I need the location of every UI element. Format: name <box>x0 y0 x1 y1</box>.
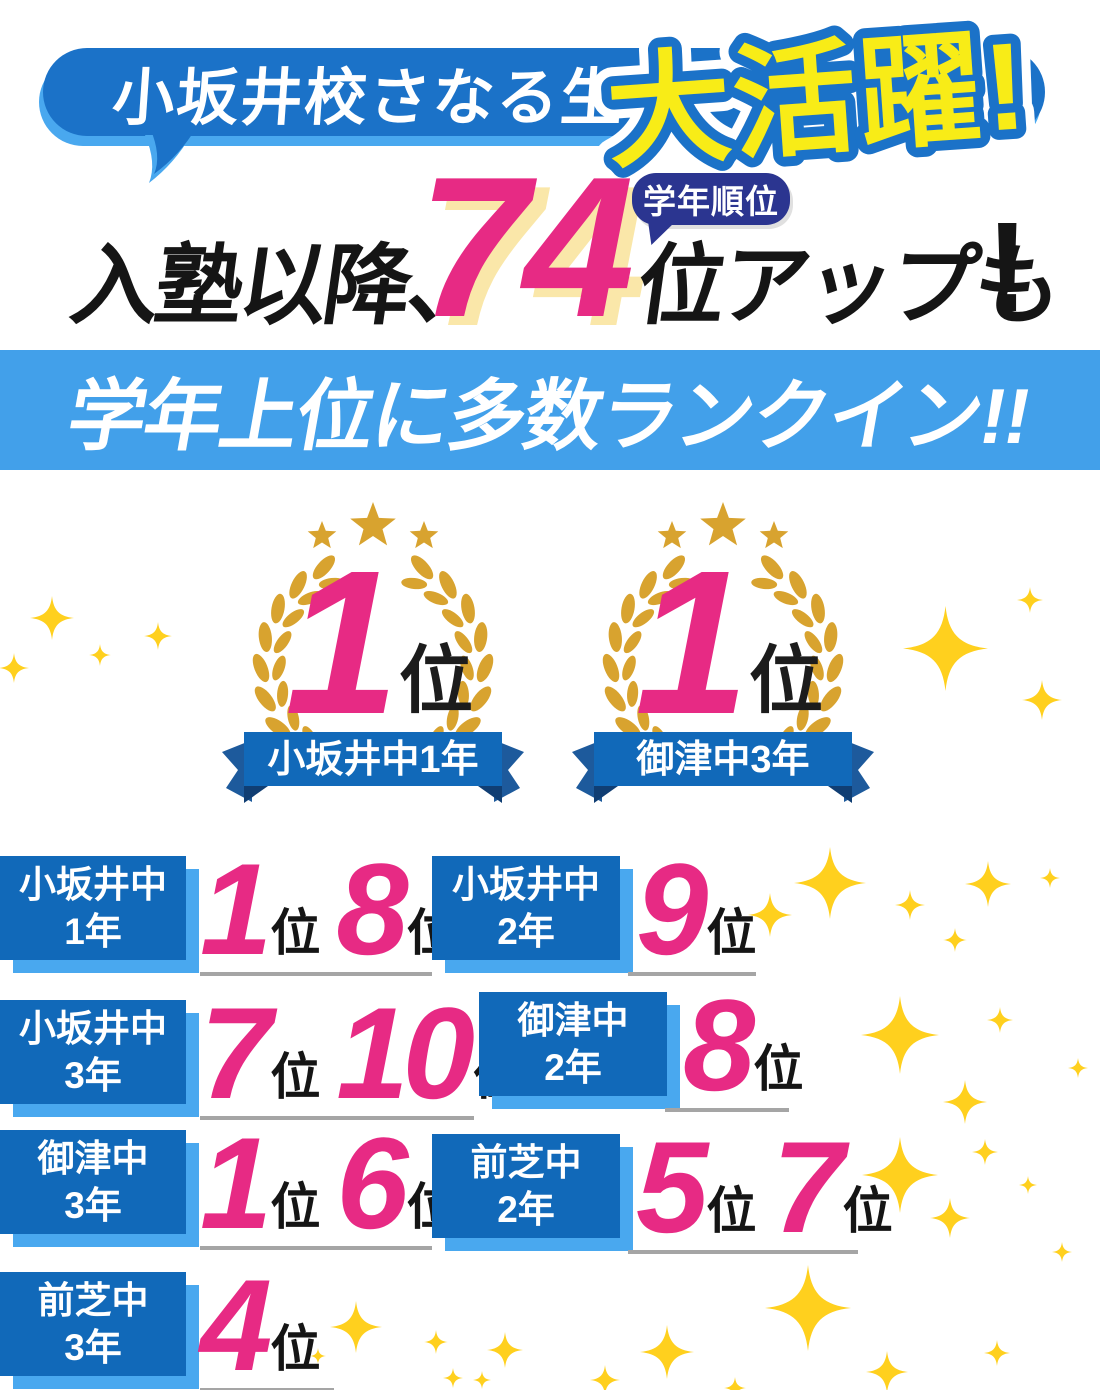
school-label: 前芝中 3年 <box>0 1272 186 1376</box>
rank-up-number-shadow: 74 <box>431 145 647 368</box>
ribbon-shadow-right <box>478 786 502 803</box>
ribbon-banner <box>594 732 852 786</box>
star-icon <box>759 521 789 549</box>
school-label: 小坂井中 3年 <box>0 1000 186 1104</box>
school-label: 小坂井中 1年 <box>0 856 186 960</box>
school-label: 御津中 2年 <box>479 992 667 1096</box>
headline-daikatsuyaku: 大活躍! 大活躍! 大活躍! <box>583 0 1051 203</box>
laurel-wreath-icon: 小坂井中1年 <box>222 502 524 803</box>
ribbon-shadow-right <box>828 786 852 803</box>
sparkle-icon <box>30 596 74 640</box>
sparkle-icon <box>590 1365 620 1390</box>
school-label: 小坂井中 2年 <box>432 856 620 960</box>
title-speech-bubble: 小坂井校さなる生 <box>43 48 1045 136</box>
divider <box>200 1388 334 1390</box>
star-icon <box>307 521 337 549</box>
ribbon-shadow-left <box>594 786 618 803</box>
school-label: 前芝中 2年 <box>432 1134 620 1238</box>
sparkle-icon <box>765 1265 851 1351</box>
ranking-row: 御津中3年 1位 6位 <box>0 1109 560 1256</box>
school-label: 御津中 3年 <box>0 1130 186 1234</box>
divider <box>200 1116 474 1120</box>
sparkle-icon <box>724 1377 746 1390</box>
sparkle-icon <box>640 1325 694 1379</box>
ribbon-shadow-left <box>244 786 268 803</box>
sparkle-icon <box>1052 1242 1072 1262</box>
star-icon <box>700 502 746 546</box>
grade-rank-badge-text: 学年順位 <box>643 183 779 220</box>
line2-exclamation: ! <box>986 196 1029 339</box>
grade-rank-badge: 学年順位 <box>632 173 790 225</box>
sparkle-icon <box>984 1340 1010 1366</box>
wreath-school-label: 小坂井中1年 <box>267 739 478 781</box>
rank-in-banner-text: 学年上位に多数ランクイン!! <box>61 372 1037 460</box>
divider <box>628 972 756 976</box>
sparkle-icon <box>1017 587 1043 613</box>
sparkle-icon <box>1068 1058 1088 1078</box>
star-icon <box>350 502 396 546</box>
ribbon-banner <box>244 732 502 786</box>
sparkle-icon <box>0 653 29 683</box>
star-icon <box>409 521 439 549</box>
laurel-wreath-icon: 御津中3年 <box>572 502 874 803</box>
speech-bubble-tail-icon <box>145 128 196 183</box>
sparkle-icon <box>1019 1176 1037 1194</box>
rank-up-number: 74 74 <box>418 136 647 368</box>
sparkle-icon <box>1040 868 1060 888</box>
ranking-row: 小坂井中1年 1位 8位 <box>0 843 560 980</box>
svg-text:大活躍!: 大活躍! <box>602 17 1032 184</box>
rank-in-banner: 学年上位に多数ランクイン!! <box>0 350 1100 470</box>
school-title-text: 小坂井校さなる生 <box>110 64 627 133</box>
star-icon <box>657 521 687 549</box>
divider <box>200 1246 432 1250</box>
sparkle-icon <box>89 644 111 666</box>
sparkle-icon <box>902 605 988 691</box>
divider <box>628 1250 858 1254</box>
sparkle-icon <box>1022 680 1062 720</box>
divider <box>200 972 432 976</box>
sparkle-icon <box>866 1351 908 1390</box>
rank-values: 1位 6位 <box>200 1109 457 1256</box>
sparkle-icon <box>144 622 172 650</box>
divider <box>665 1108 789 1112</box>
wreath-school-label: 御津中3年 <box>635 739 809 781</box>
